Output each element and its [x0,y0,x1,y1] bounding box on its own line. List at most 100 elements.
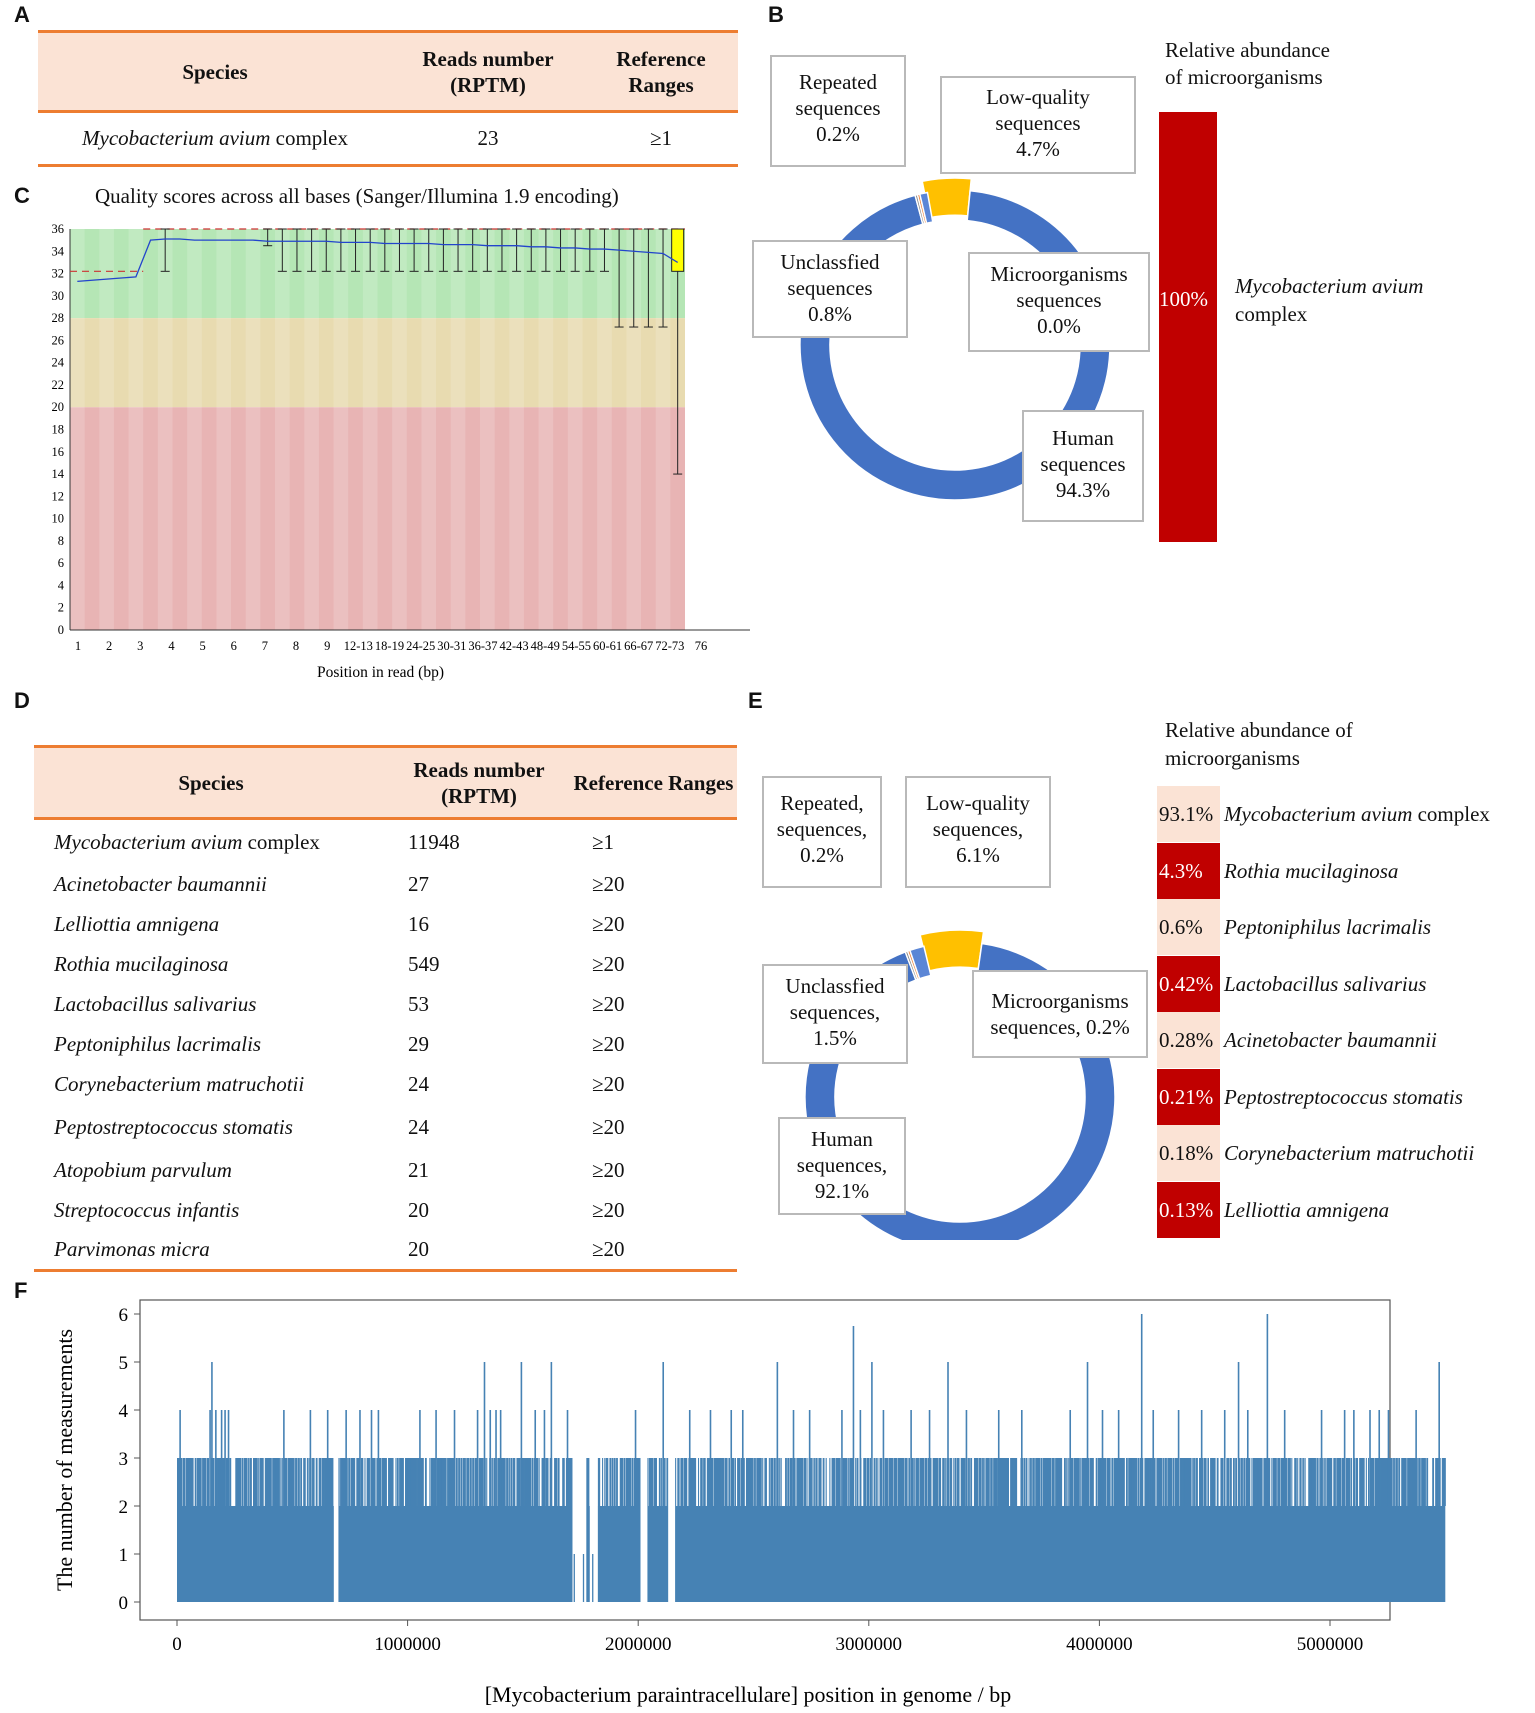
coverage-line [1172,1458,1174,1506]
coverage-line [1133,1458,1135,1506]
coverage-line [607,1458,609,1506]
coverage-line [218,1458,220,1506]
y-tick-label: 22 [52,378,65,392]
name-italic: Peptostreptococcus stomatis [1224,1084,1463,1109]
coverage-line [425,1458,427,1506]
coverage-line [1091,1458,1093,1506]
x-tick-label: 4 [168,639,175,653]
coverage-line [291,1458,293,1506]
coverage-line [388,1458,390,1506]
coverage-line [1228,1458,1230,1506]
coverage-line [919,1458,921,1506]
donut-slice [804,942,1116,1240]
coverage-line [1073,1458,1075,1506]
coverage-line [820,1458,822,1506]
coverage-line [264,1458,266,1506]
coverage-spike [1020,1410,1023,1602]
coverage-line [1375,1458,1377,1506]
coverage-line [1106,1458,1108,1506]
coverage-line [1067,1458,1069,1506]
coverage-line [1207,1458,1209,1506]
coverage-line [987,1458,990,1506]
coverage-line [932,1458,934,1506]
coverage-line [1424,1458,1426,1506]
x-tick-label: 1 [75,639,81,653]
coverage-line [1382,1458,1384,1506]
coverage-line [1291,1458,1293,1506]
coverage-line [1426,1458,1428,1506]
coverage-line [759,1458,762,1506]
coverage-line [406,1458,408,1506]
coverage-line [928,1458,930,1506]
coverage-spike [345,1410,347,1602]
y-tick-label: 2 [119,1497,129,1518]
coverage-line [358,1458,360,1506]
coverage-line [1361,1458,1363,1506]
coverage-line [1078,1458,1080,1506]
coverage-line [1047,1458,1049,1506]
coverage-line [1407,1458,1409,1506]
species-italic: Lelliottia amnigena [54,912,220,936]
coverage-line [1167,1458,1169,1506]
coverage-line [325,1458,327,1506]
coverage-line [1070,1458,1072,1506]
coverage-line [727,1458,729,1506]
coverage-line [849,1458,852,1506]
coverage-line [833,1458,835,1506]
coverage-line [839,1458,841,1506]
panel-letter-a: A [14,2,30,27]
coverage-line [1211,1458,1213,1506]
coverage-line [348,1458,351,1506]
coverage-line [1377,1458,1379,1506]
coverage-line [684,1458,686,1506]
coverage-line [780,1458,782,1506]
coverage-line [810,1458,812,1506]
coverage-line [1186,1458,1188,1506]
coverage-line [1128,1458,1130,1506]
coverage-gap [333,1457,339,1602]
abundance-b-name: Mycobacterium avium complex [1235,272,1423,328]
coverage-line [382,1458,384,1506]
table-row: Atopobium parvulum 21 ≥20 [34,1151,737,1191]
coverage-line [679,1458,681,1506]
coverage-line [1011,1458,1013,1506]
coverage-line [1312,1458,1314,1506]
coverage-line [1331,1458,1333,1506]
coverage-line [1212,1458,1214,1506]
coverage-line [463,1458,465,1506]
coverage-line [439,1458,441,1506]
coverage-line [648,1458,650,1506]
y-tick-label: 0 [119,1593,129,1614]
coverage-line [762,1458,764,1506]
coverage-line [1271,1458,1273,1506]
coverage-line [504,1458,506,1506]
species-cell: Lelliottia amnigena [34,905,388,945]
x-tick-label: 3 [137,639,143,653]
coverage-line [924,1458,926,1506]
coverage-line [217,1458,219,1506]
coverage-spike [483,1362,486,1602]
coverage-line [1085,1458,1087,1506]
coverage-line [1243,1458,1245,1506]
coverage-spike [499,1410,502,1602]
callout-line: Low-quality [926,791,1030,815]
coverage-spike [453,1410,456,1602]
coverage-line [191,1458,193,1506]
y-tick-label: 18 [52,423,65,437]
coverage-line [666,1458,669,1506]
coverage-line [1238,1458,1240,1506]
coverage-line [951,1458,953,1506]
coverage-line [901,1458,903,1506]
coverage-line [1080,1458,1082,1506]
coverage-line [207,1458,209,1506]
coverage-line [1356,1458,1359,1506]
coverage-line [373,1458,375,1506]
coverage-spike [359,1410,361,1602]
coverage-spike [1101,1410,1104,1602]
coverage-line [236,1458,238,1506]
coverage-line [275,1458,277,1506]
coverage-line [758,1458,760,1506]
coverage-line [254,1458,256,1506]
coverage-line [1010,1458,1012,1506]
coverage-line [239,1458,241,1506]
